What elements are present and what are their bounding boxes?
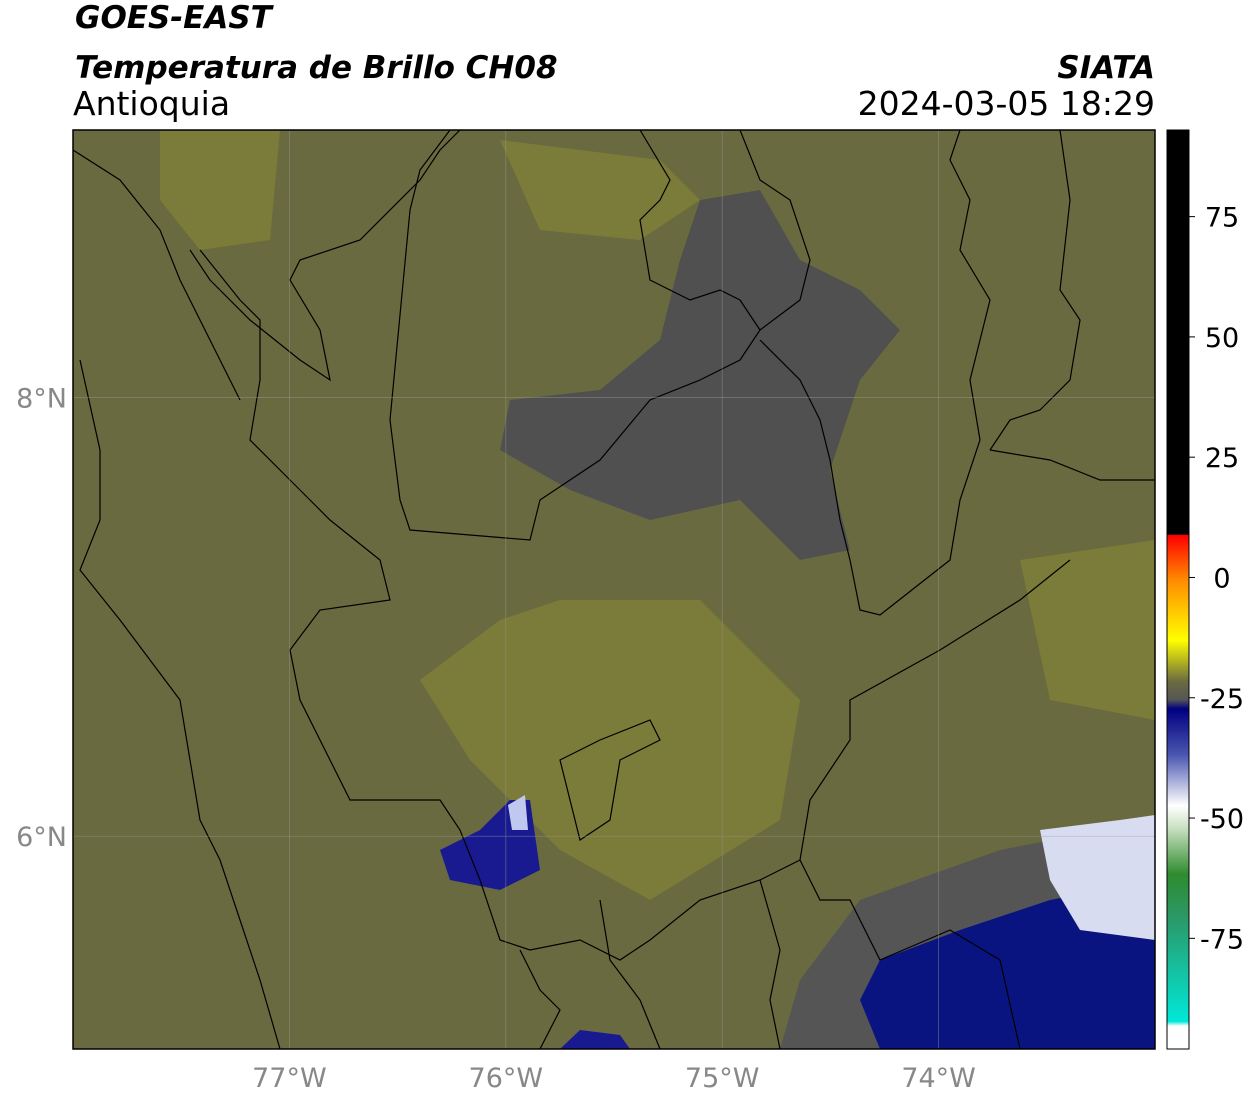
y-tick-label: 6°N xyxy=(16,822,67,853)
warm-area xyxy=(160,130,1155,900)
source: SIATA xyxy=(1057,50,1155,86)
colorbar-tick-label: -25 xyxy=(1200,684,1244,715)
map-frame xyxy=(72,129,1156,1050)
convective-cloud xyxy=(560,1030,630,1049)
colorbar-tick-label: -50 xyxy=(1200,804,1244,835)
y-tick-label: 8°N xyxy=(16,384,67,415)
colorbar-tick-label: 75 xyxy=(1205,203,1239,234)
convective-core xyxy=(1040,815,1155,940)
colorbar-tick-label: -75 xyxy=(1200,924,1244,955)
grid xyxy=(73,130,1155,1049)
x-tick-label: 77°W xyxy=(252,1063,327,1094)
x-tick-label: 76°W xyxy=(469,1063,544,1094)
colorbar-tick-label: 25 xyxy=(1205,443,1239,474)
colorbar-tick-label: 50 xyxy=(1205,323,1239,354)
x-tick-label: 74°W xyxy=(901,1063,976,1094)
colorbar-tick-label: 0 xyxy=(1213,563,1230,594)
colorbar xyxy=(1166,129,1190,1050)
title: GOES-EAST xyxy=(75,0,275,36)
cold-cloud xyxy=(500,190,900,560)
map-imagery xyxy=(73,130,1155,1049)
datetime: 2024-03-05 18:29 xyxy=(858,84,1155,123)
x-tick-label: 75°W xyxy=(685,1063,760,1094)
subtitle: Temperatura de Brillo CH08 xyxy=(75,50,558,86)
region: Antioquia xyxy=(73,84,230,123)
convective-core xyxy=(508,795,528,830)
